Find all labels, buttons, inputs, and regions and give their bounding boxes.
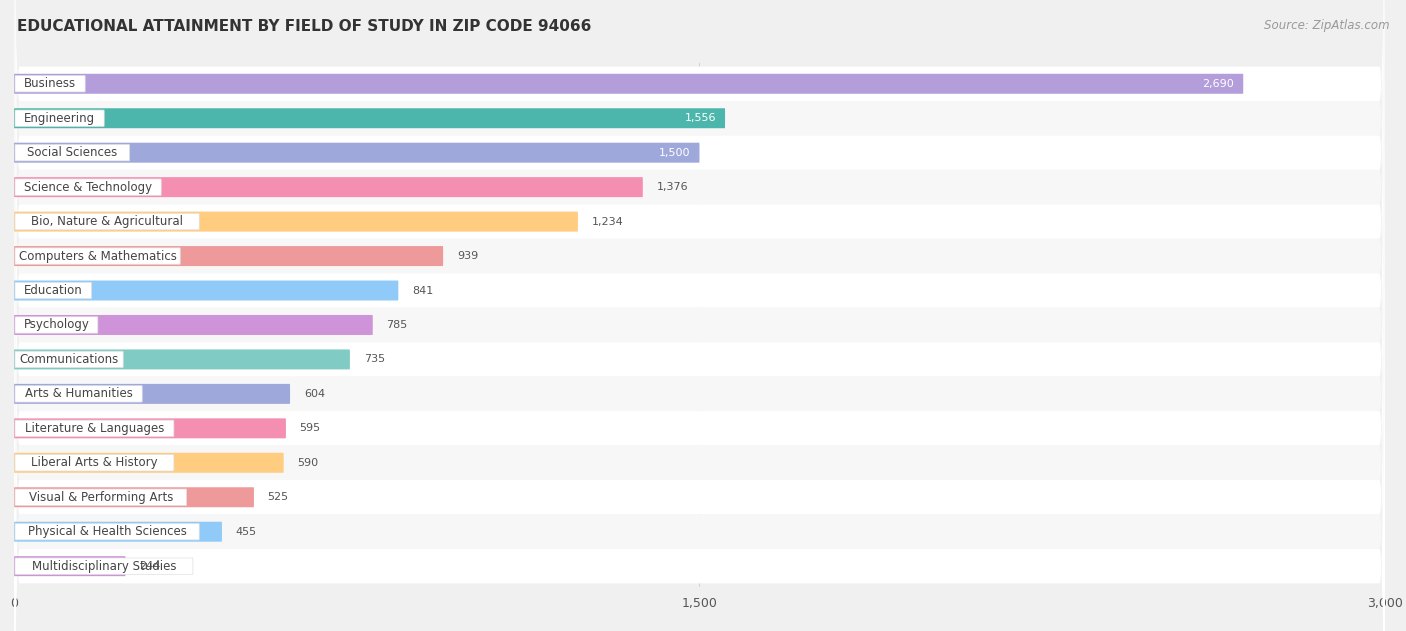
FancyBboxPatch shape (14, 0, 1385, 631)
Text: 1,556: 1,556 (685, 113, 716, 123)
FancyBboxPatch shape (14, 143, 700, 163)
Text: 841: 841 (412, 285, 433, 295)
Text: 2,690: 2,690 (1202, 79, 1234, 89)
Text: Bio, Nature & Agricultural: Bio, Nature & Agricultural (31, 215, 183, 228)
FancyBboxPatch shape (15, 351, 124, 368)
Text: Science & Technology: Science & Technology (24, 180, 152, 194)
FancyBboxPatch shape (14, 170, 1385, 631)
FancyBboxPatch shape (14, 0, 1385, 631)
FancyBboxPatch shape (14, 0, 1385, 618)
Text: 1,234: 1,234 (592, 216, 623, 227)
FancyBboxPatch shape (14, 0, 1385, 549)
Text: Physical & Health Sciences: Physical & Health Sciences (28, 525, 187, 538)
Text: 455: 455 (236, 527, 257, 537)
FancyBboxPatch shape (14, 66, 1385, 631)
Text: Engineering: Engineering (24, 112, 96, 125)
Text: Psychology: Psychology (24, 319, 90, 331)
FancyBboxPatch shape (14, 0, 1385, 631)
FancyBboxPatch shape (14, 384, 290, 404)
Text: EDUCATIONAL ATTAINMENT BY FIELD OF STUDY IN ZIP CODE 94066: EDUCATIONAL ATTAINMENT BY FIELD OF STUDY… (17, 19, 592, 34)
Text: 590: 590 (298, 457, 319, 468)
Text: 1,376: 1,376 (657, 182, 688, 192)
Text: 939: 939 (457, 251, 478, 261)
Text: Literature & Languages: Literature & Languages (25, 422, 165, 435)
Text: Computers & Mathematics: Computers & Mathematics (18, 249, 177, 262)
FancyBboxPatch shape (15, 76, 86, 92)
FancyBboxPatch shape (14, 74, 1243, 94)
Text: Education: Education (24, 284, 83, 297)
Text: Communications: Communications (20, 353, 118, 366)
Text: Liberal Arts & History: Liberal Arts & History (31, 456, 157, 469)
FancyBboxPatch shape (14, 0, 1385, 631)
FancyBboxPatch shape (14, 177, 643, 197)
FancyBboxPatch shape (15, 420, 174, 437)
FancyBboxPatch shape (15, 524, 200, 540)
FancyBboxPatch shape (15, 144, 129, 161)
FancyBboxPatch shape (14, 0, 1385, 584)
FancyBboxPatch shape (14, 453, 284, 473)
Text: Business: Business (24, 77, 76, 90)
FancyBboxPatch shape (15, 248, 180, 264)
Text: Multidisciplinary Studies: Multidisciplinary Studies (32, 560, 176, 573)
FancyBboxPatch shape (15, 386, 142, 402)
FancyBboxPatch shape (14, 101, 1385, 631)
Text: 525: 525 (267, 492, 288, 502)
FancyBboxPatch shape (14, 32, 1385, 631)
FancyBboxPatch shape (14, 109, 725, 128)
FancyBboxPatch shape (15, 454, 174, 471)
Text: 785: 785 (387, 320, 408, 330)
Text: Arts & Humanities: Arts & Humanities (25, 387, 132, 401)
FancyBboxPatch shape (14, 0, 1385, 631)
FancyBboxPatch shape (14, 556, 125, 576)
FancyBboxPatch shape (14, 350, 350, 369)
FancyBboxPatch shape (14, 211, 578, 232)
FancyBboxPatch shape (14, 136, 1385, 631)
FancyBboxPatch shape (15, 110, 104, 126)
Text: 1,500: 1,500 (659, 148, 690, 158)
Text: 244: 244 (139, 561, 160, 571)
FancyBboxPatch shape (14, 0, 1385, 480)
FancyBboxPatch shape (15, 282, 91, 298)
Text: 604: 604 (304, 389, 325, 399)
FancyBboxPatch shape (15, 213, 200, 230)
FancyBboxPatch shape (14, 418, 285, 439)
Text: Visual & Performing Arts: Visual & Performing Arts (28, 491, 173, 504)
Text: Social Sciences: Social Sciences (27, 146, 117, 159)
Text: Source: ZipAtlas.com: Source: ZipAtlas.com (1264, 19, 1389, 32)
FancyBboxPatch shape (14, 0, 1385, 514)
FancyBboxPatch shape (15, 317, 98, 333)
FancyBboxPatch shape (14, 522, 222, 541)
FancyBboxPatch shape (14, 315, 373, 335)
Text: 735: 735 (364, 355, 385, 365)
FancyBboxPatch shape (15, 489, 187, 505)
FancyBboxPatch shape (14, 487, 254, 507)
FancyBboxPatch shape (15, 179, 162, 196)
FancyBboxPatch shape (14, 246, 443, 266)
FancyBboxPatch shape (15, 558, 193, 574)
FancyBboxPatch shape (14, 281, 398, 300)
Text: 595: 595 (299, 423, 321, 433)
